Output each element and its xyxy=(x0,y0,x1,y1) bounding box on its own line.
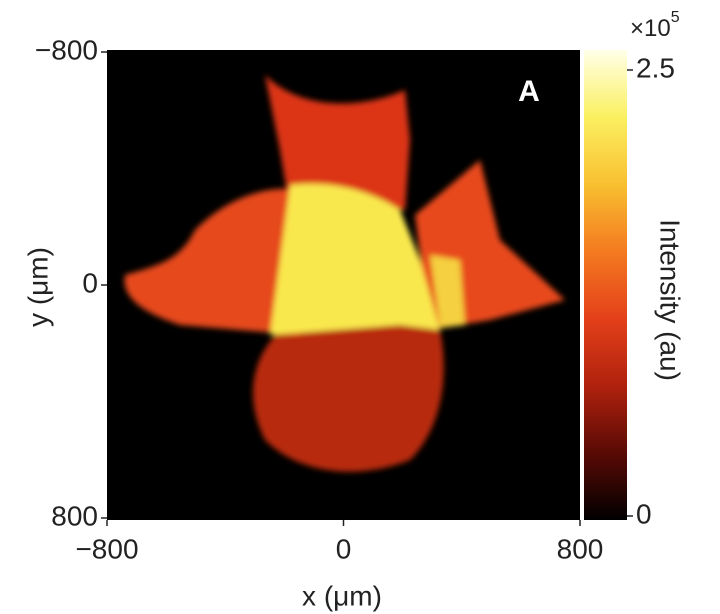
colorbar-multiplier: ×105 xyxy=(630,9,680,42)
multiplier-exponent: 5 xyxy=(671,9,680,26)
colorbar-tick-label: 0 xyxy=(636,498,652,529)
x-tick-label: 800 xyxy=(557,533,604,564)
y-tick-label: 800 xyxy=(51,500,98,531)
multiplier-base: ×10 xyxy=(630,15,671,42)
colorbar xyxy=(584,50,627,520)
colorbar-tick-label: 2.5 xyxy=(636,52,675,83)
colorbar-label: Intensity (au) xyxy=(655,219,686,381)
intensity-map xyxy=(124,75,565,472)
y-tick-label: 0 xyxy=(82,267,98,298)
x-tick-label: 0 xyxy=(336,533,352,564)
x-axis-label: x (μm) xyxy=(302,580,382,611)
y-tick-label: −800 xyxy=(35,34,98,65)
y-axis-label: y (μm) xyxy=(22,247,53,327)
panel-label: A xyxy=(518,75,540,108)
x-tick-label: −800 xyxy=(75,533,138,564)
